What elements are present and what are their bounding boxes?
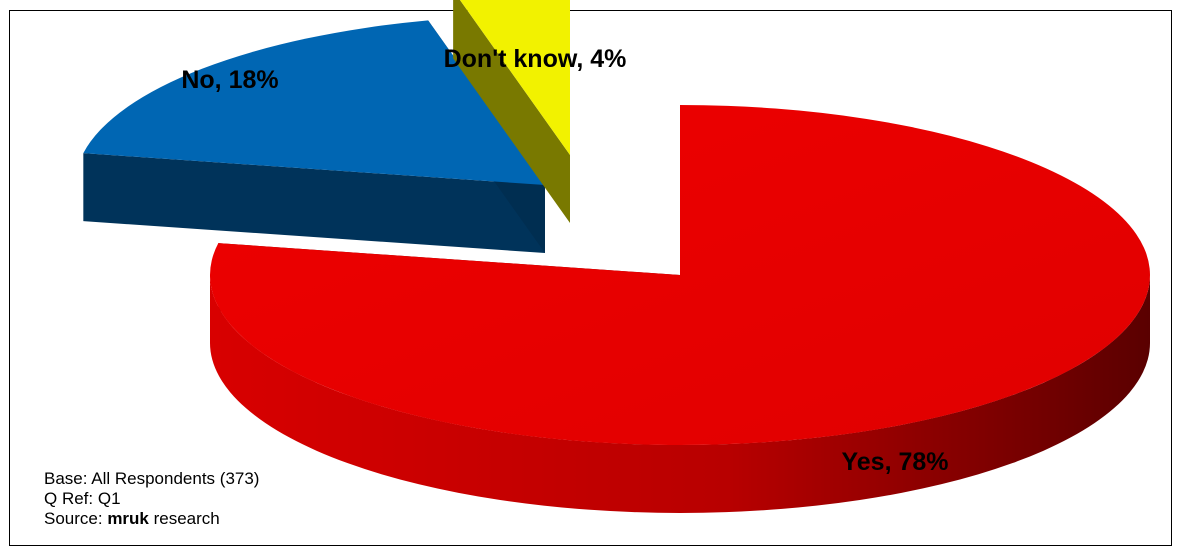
- slice-cut-face: [83, 153, 546, 253]
- data-label-yes: Yes, 78%: [841, 448, 948, 476]
- slice-cut-face: [453, 0, 570, 223]
- footnote-base: Base: All Respondents (373): [44, 469, 260, 488]
- data-label-no: No, 18%: [181, 66, 278, 94]
- chart-footnote: Base: All Respondents (373) Q Ref: Q1 So…: [44, 469, 259, 529]
- pie-slices: [83, 0, 1150, 513]
- pie-slice-yes: [210, 105, 1150, 513]
- slice-top-face: [459, 0, 570, 155]
- data-label-don-t-know: Don't know, 4%: [444, 45, 627, 73]
- slice-top-face: [83, 20, 546, 185]
- slice-side-wall: [210, 275, 1150, 513]
- pie-labels: Yes, 78% No, 18% Don't know, 4%: [181, 45, 948, 476]
- footnote-source-suffix: research: [148, 509, 220, 528]
- footnote-qref: Q Ref: Q1: [44, 489, 121, 508]
- footnote-source-prefix: Source:: [44, 509, 108, 528]
- pie-slice-don-t-know: [453, 0, 570, 223]
- footnote-source: Source: mruk research: [44, 509, 259, 529]
- footnote-source-brand: mruk: [107, 509, 149, 528]
- pie-slice-no: [83, 20, 546, 253]
- slice-top-face: [210, 105, 1150, 445]
